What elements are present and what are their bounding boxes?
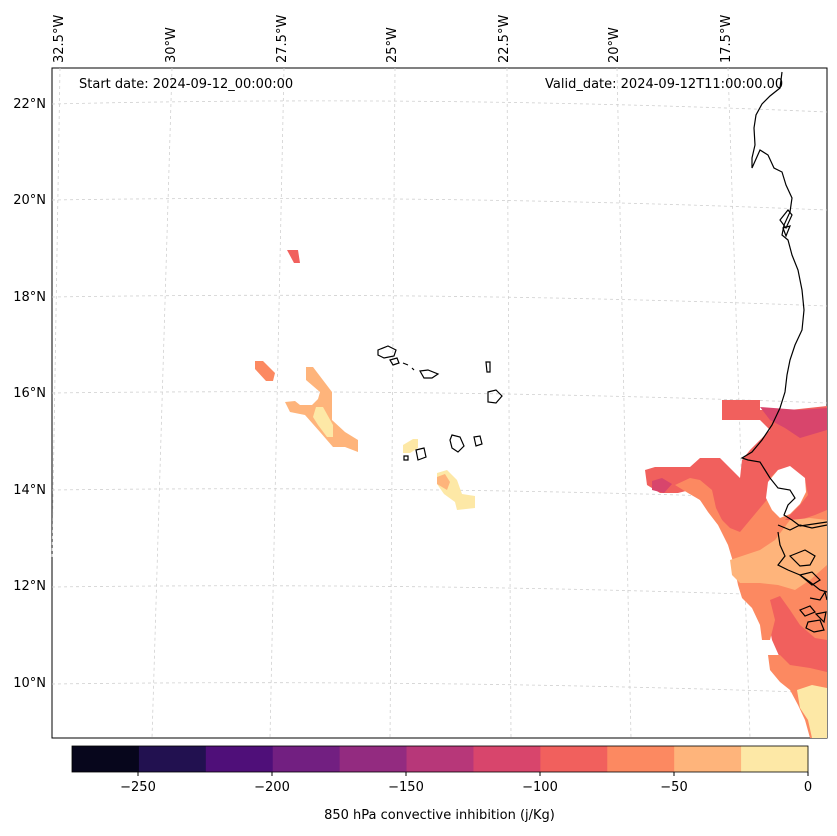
cin-patch — [652, 478, 672, 493]
cin-patch — [287, 250, 300, 263]
cin-field — [255, 250, 827, 738]
colorbar-tick: −200 — [254, 780, 290, 795]
colorbar-swatch — [138, 746, 207, 772]
valid-date-label: Valid_date: 2024-09-12T11:00:00.00 — [545, 77, 784, 92]
colorbar — [71, 745, 809, 776]
cin-patch — [255, 361, 275, 381]
colorbar-swatch — [540, 746, 608, 772]
colorbar-swatch — [473, 746, 541, 772]
colorbar-swatch — [72, 746, 140, 772]
lon-label: 20°W — [607, 27, 622, 63]
lon-label: 25°W — [385, 27, 400, 63]
start-date-label: Start date: 2024-09-12_00:00:00 — [79, 77, 294, 92]
cin-hole — [766, 466, 806, 518]
lon-label: 17.5°W — [719, 14, 734, 63]
lon-label: 30°W — [164, 27, 179, 63]
lat-label: 12°N — [13, 579, 46, 594]
map-frame — [51, 67, 828, 739]
colorbar-tick: −250 — [120, 780, 156, 795]
colorbar-tick: −50 — [660, 780, 688, 795]
lat-label: 22°N — [13, 97, 46, 112]
colorbar-swatch — [741, 746, 809, 772]
colorbar-swatch — [674, 746, 742, 772]
colorbar-tick: 0 — [803, 780, 813, 795]
lon-label: 27.5°W — [275, 14, 290, 63]
colorbar-swatch — [406, 746, 474, 772]
lat-label: 10°N — [13, 676, 46, 691]
lon-label: 22.5°W — [497, 14, 512, 63]
colorbar-tick: −150 — [388, 780, 424, 795]
cin-patch — [403, 439, 418, 453]
colorbar-swatch — [339, 746, 408, 772]
lat-label: 14°N — [13, 483, 46, 498]
graticule — [51, 67, 828, 739]
cin-patch — [437, 474, 450, 490]
cin-patch — [313, 407, 333, 437]
cin-patch — [797, 685, 827, 738]
coastlines — [377, 71, 828, 633]
cin-patch — [730, 518, 827, 590]
lat-label: 18°N — [13, 290, 46, 305]
colorbar-swatch — [272, 746, 341, 772]
colorbar-swatch — [607, 746, 675, 772]
colorbar-swatch — [205, 746, 274, 772]
colorbar-border — [71, 745, 809, 773]
colorbar-label: 850 hPa convective inhibition (j/Kg) — [324, 808, 555, 823]
lat-label: 20°N — [13, 193, 46, 208]
lon-label: 32.5°W — [52, 14, 67, 63]
colorbar-tick: −100 — [522, 780, 558, 795]
lat-label: 16°N — [13, 386, 46, 401]
